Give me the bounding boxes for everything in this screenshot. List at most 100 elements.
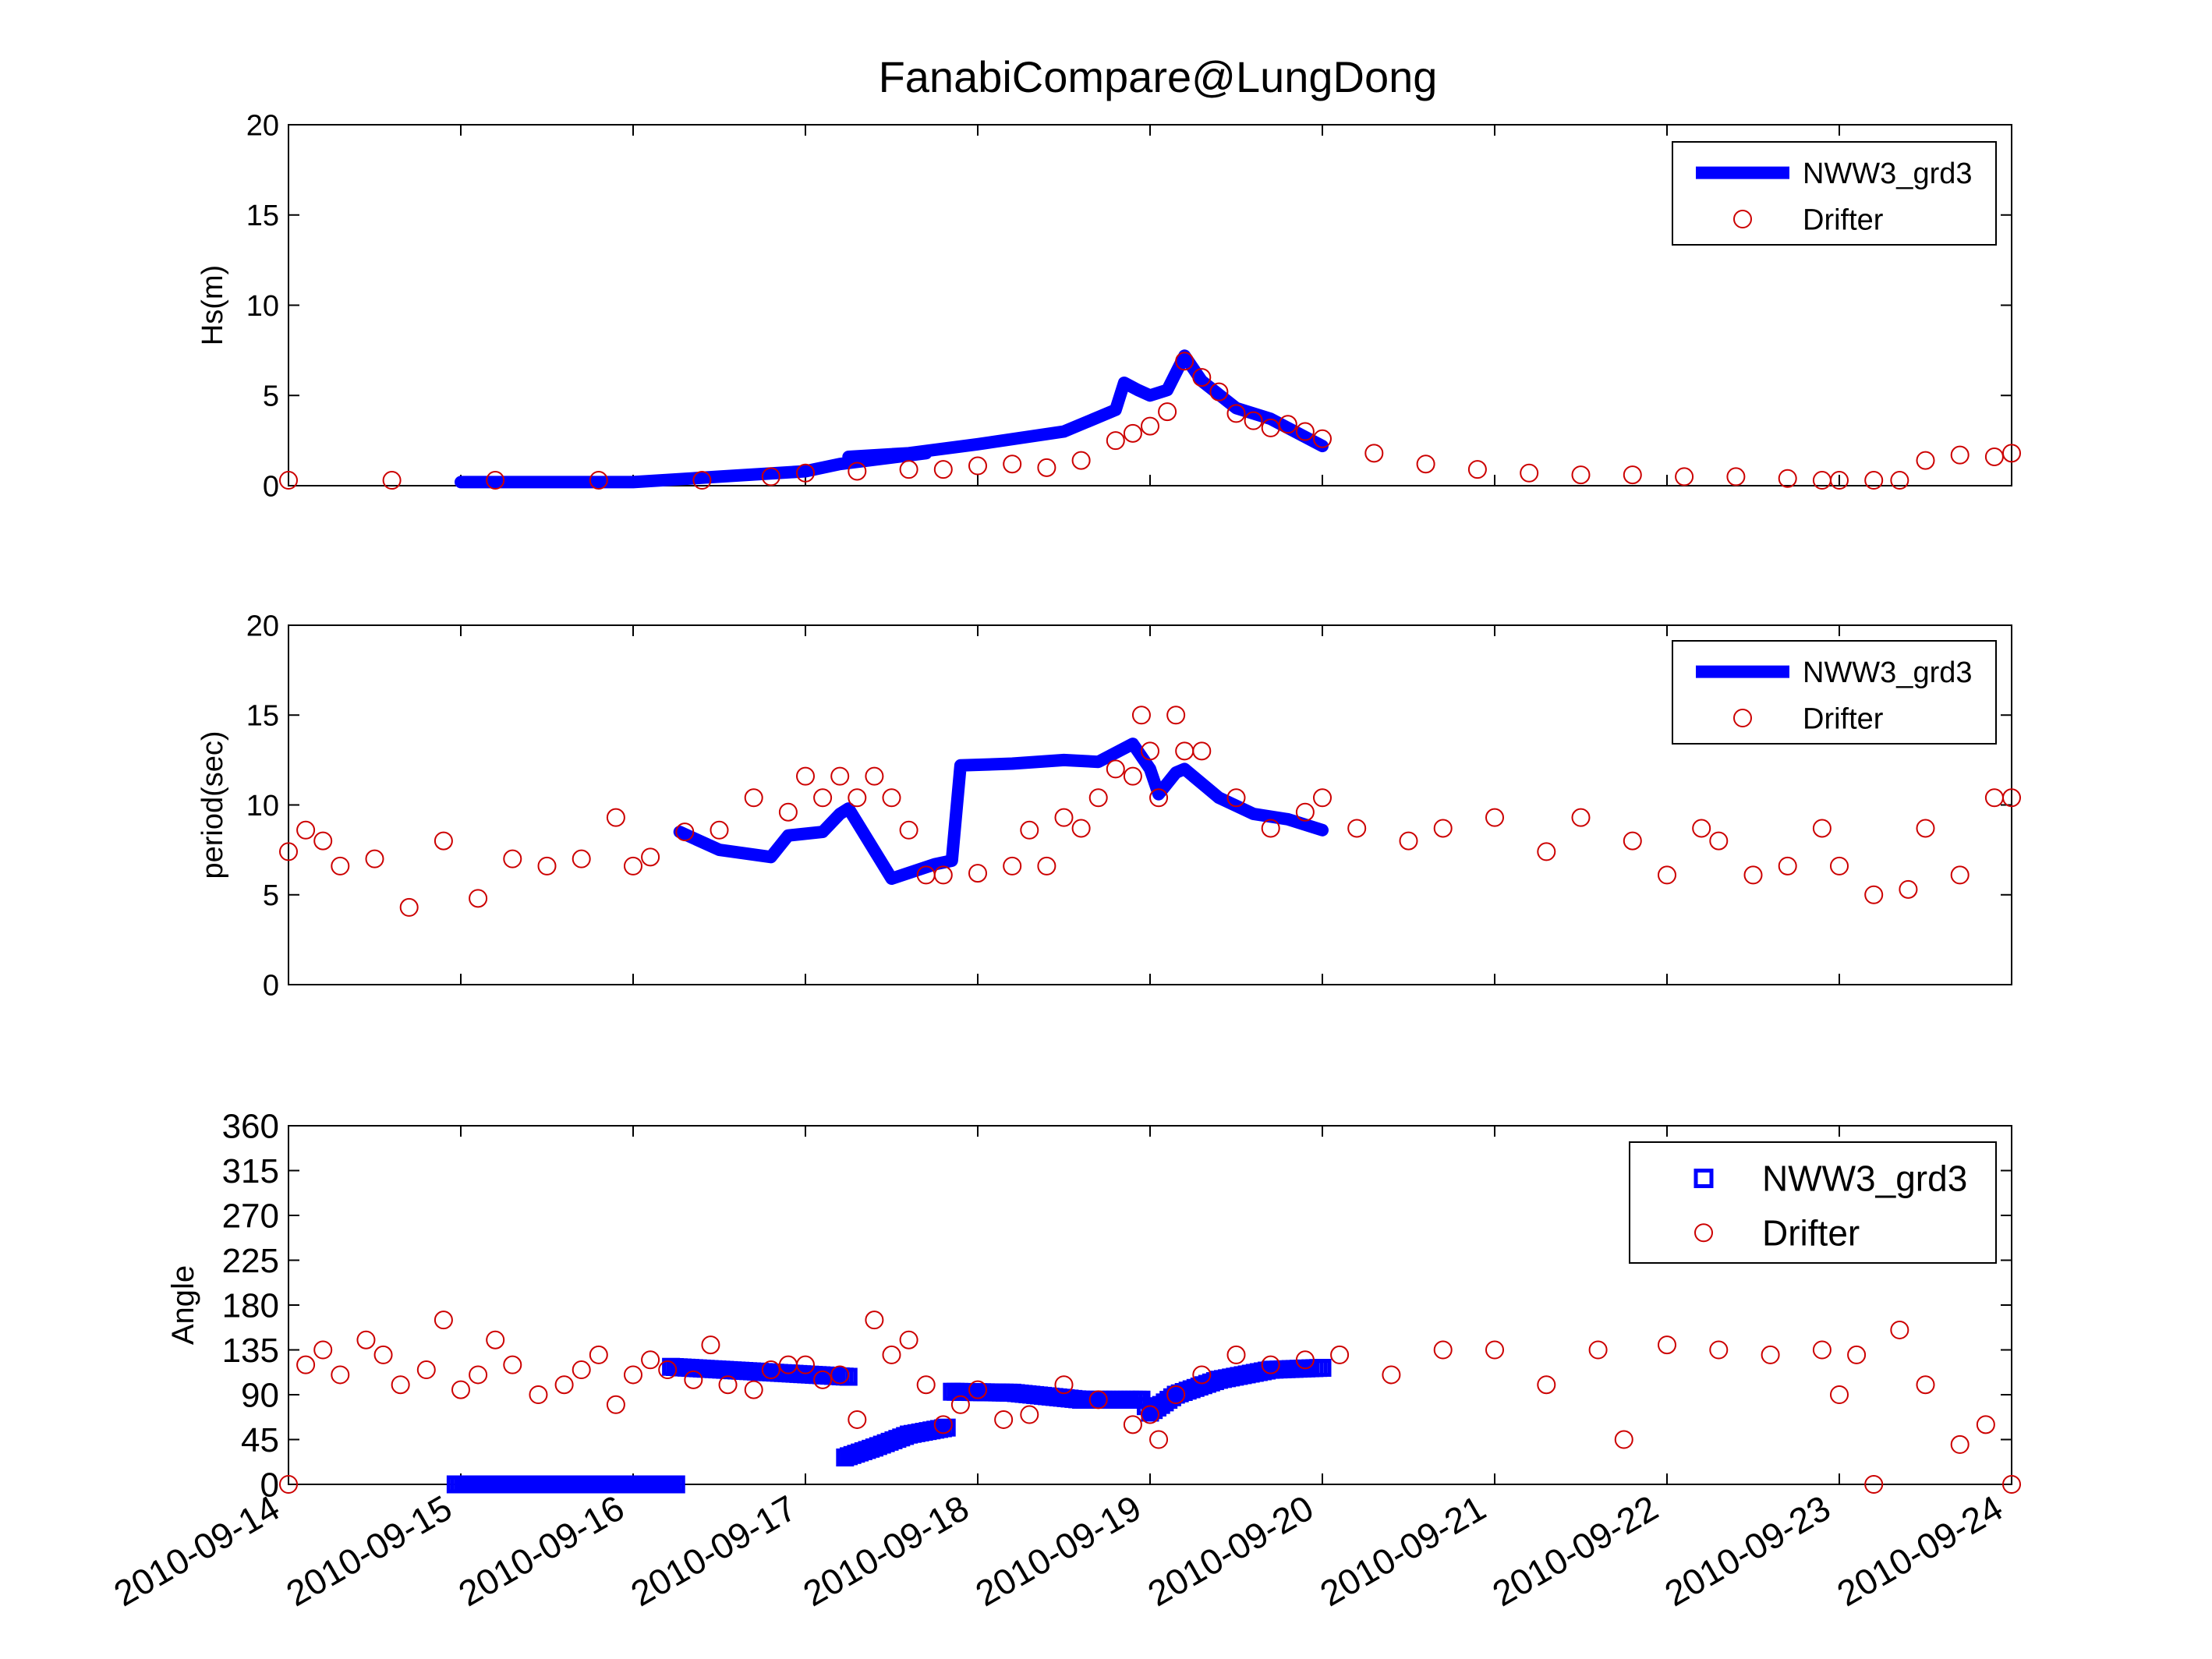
- drifter-marker: [1812, 819, 1832, 838]
- drifter-marker: [365, 849, 384, 868]
- x-tick-label: 2010-09-14: [107, 1487, 286, 1615]
- drifter-marker: [1890, 1320, 1909, 1339]
- y-tick-label: 45: [241, 1421, 279, 1459]
- drifter-marker: [1675, 467, 1694, 486]
- drifter-marker: [882, 1345, 901, 1364]
- drifter-marker: [1123, 423, 1142, 443]
- drifter-marker: [968, 864, 987, 883]
- drifter-marker: [1123, 766, 1142, 786]
- y-tick-label: 315: [222, 1152, 279, 1190]
- drifter-marker: [1106, 759, 1125, 779]
- drifter-marker: [296, 1355, 316, 1374]
- drifter-marker: [1071, 819, 1091, 838]
- legend-label-nww3: NWW3_grd3: [1803, 157, 1973, 190]
- x-tick-label: 2010-09-20: [1141, 1487, 1320, 1615]
- drifter-marker: [606, 808, 625, 827]
- drifter-marker: [529, 1385, 548, 1404]
- drifter-marker: [744, 788, 763, 808]
- drifter-marker: [994, 1410, 1014, 1429]
- y-tick-label: 0: [263, 470, 279, 503]
- drifter-marker: [744, 1380, 763, 1399]
- drifter-marker: [1692, 819, 1711, 838]
- drifter-marker: [1209, 382, 1229, 401]
- drifter-marker: [279, 471, 298, 490]
- drifter-marker: [382, 471, 402, 490]
- y-tick-label: 20: [246, 610, 279, 642]
- drifter-marker: [589, 1345, 608, 1364]
- drifter-marker: [554, 1375, 574, 1395]
- drifter-marker: [933, 460, 953, 479]
- drifter-marker: [1571, 465, 1591, 485]
- drifter-marker: [1037, 856, 1056, 875]
- drifter-marker: [830, 766, 850, 786]
- drifter-marker: [313, 1340, 333, 1360]
- y-tick-label: 5: [263, 380, 279, 413]
- drifter-marker: [391, 1375, 410, 1395]
- drifter-marker: [1382, 1365, 1401, 1385]
- y-tick-label: 15: [246, 700, 279, 733]
- drifter-marker: [1037, 458, 1056, 477]
- drifter-marker: [1175, 352, 1194, 371]
- series-line-nww3: [673, 738, 1329, 885]
- drifter-marker: [865, 1311, 884, 1330]
- drifter-marker: [830, 1365, 850, 1385]
- drifter-marker: [1295, 422, 1315, 441]
- drifter-marker: [2002, 788, 2021, 808]
- drifter-marker: [296, 820, 316, 840]
- drifter-marker: [1141, 1405, 1159, 1424]
- drifter-marker: [451, 1380, 470, 1399]
- drifter-marker: [1864, 885, 1884, 904]
- drifter-marker: [503, 1355, 522, 1374]
- drifter-marker: [486, 1330, 505, 1349]
- drifter-marker: [416, 1360, 436, 1380]
- drifter-marker: [1571, 808, 1591, 827]
- drifter-marker: [899, 1330, 918, 1349]
- drifter-marker: [1830, 471, 1849, 490]
- drifter-marker: [1003, 455, 1022, 474]
- drifter-marker: [813, 1370, 833, 1389]
- drifter-marker: [882, 788, 901, 808]
- drifter-marker: [469, 1365, 488, 1385]
- drifter-marker: [1261, 418, 1280, 437]
- y-tick-label: 5: [263, 879, 279, 912]
- drifter-marker: [1984, 447, 2004, 466]
- drifter-marker: [434, 1311, 453, 1330]
- drifter-marker: [968, 1380, 987, 1399]
- drifter-marker: [1192, 368, 1212, 387]
- drifter-marker: [1149, 788, 1169, 808]
- x-tick-label: 2010-09-19: [968, 1487, 1148, 1615]
- legend-box: [1629, 1141, 1997, 1264]
- drifter-marker: [1399, 831, 1418, 851]
- drifter-marker: [1623, 465, 1642, 485]
- series-line-nww3: [455, 349, 1329, 489]
- drifter-marker: [933, 1415, 953, 1434]
- panel-3: 04590135180225270315360Angle2010-09-1420…: [107, 1107, 2021, 1615]
- drifter-marker: [1054, 1375, 1074, 1395]
- drifter-marker: [279, 1475, 298, 1494]
- drifter-marker: [1520, 463, 1539, 483]
- legend-circle-icon: [1694, 1223, 1713, 1243]
- legend-circle-icon: [1733, 210, 1752, 228]
- drifter-marker: [1847, 1345, 1867, 1364]
- y-tick-label: 270: [222, 1197, 279, 1235]
- x-tick-label: 2010-09-18: [796, 1487, 975, 1615]
- drifter-marker: [537, 856, 557, 875]
- drifter-marker: [1950, 865, 1970, 885]
- drifter-marker: [848, 462, 867, 481]
- drifter-marker: [1950, 1434, 1970, 1454]
- x-tick-label: 2010-09-24: [1830, 1487, 2009, 1615]
- legend-box: [1672, 141, 1997, 246]
- drifter-marker: [1761, 1345, 1780, 1364]
- nww3-marker: [937, 1418, 956, 1437]
- figure-title: FanabiCompare@LungDong: [879, 52, 1438, 101]
- drifter-marker: [1916, 451, 1935, 470]
- legend: NWW3_grd3 Drifter: [1629, 1141, 1997, 1264]
- y-tick-label: 0: [263, 969, 279, 1002]
- drifter-marker: [1984, 788, 2004, 808]
- y-axis-label: Hs(m): [196, 265, 229, 345]
- drifter-marker: [279, 842, 298, 861]
- drifter-marker: [1588, 1340, 1608, 1360]
- x-tick-label: 2010-09-22: [1485, 1487, 1665, 1615]
- drifter-marker: [1313, 429, 1332, 448]
- drifter-marker: [813, 788, 833, 808]
